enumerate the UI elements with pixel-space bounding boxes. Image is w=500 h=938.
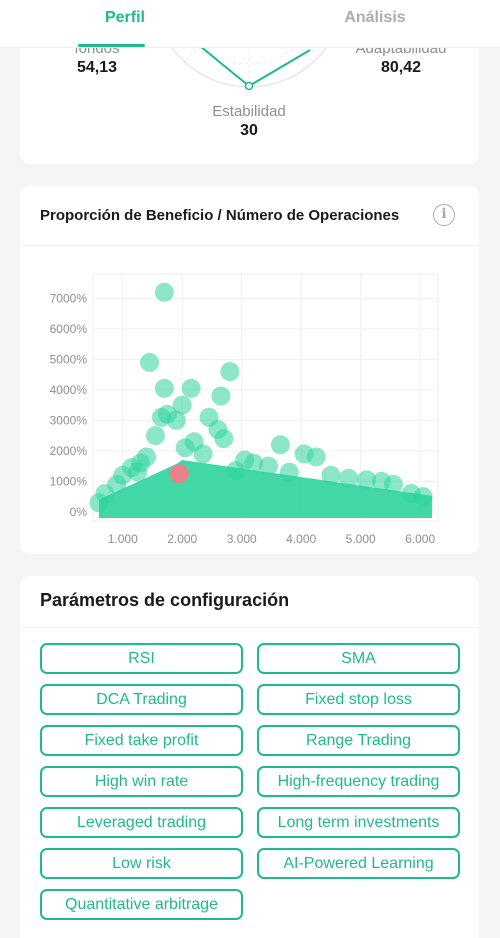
x-tick-label: 2.000 [167,532,197,546]
tag-dca-trading[interactable]: DCA Trading [40,684,243,715]
scatter-point [140,352,160,372]
scatter-point [166,410,186,430]
tag-range-trading[interactable]: Range Trading [257,725,460,756]
tag-leveraged-trading[interactable]: Leveraged trading [40,807,243,838]
scatter-point [413,487,433,507]
scatter-point [172,395,192,415]
x-tick-label: 3.000 [227,532,257,546]
tag-high-frequency-trading[interactable]: High-frequency trading [257,766,460,797]
config-header: Parámetros de configuración [20,576,479,628]
radar-left-value: 54,13 [76,59,118,76]
x-tick-label: 6.000 [405,532,435,546]
tag-fixed-take-profit[interactable]: Fixed take profit [40,725,243,756]
info-icon[interactable]: i [433,204,455,226]
scatter-point [154,282,174,302]
y-tick-label: 7000% [50,291,88,305]
scatter-point [89,493,109,513]
profit-chart-card: Proporción de Beneficio / Número de Oper… [20,186,479,554]
scatter-point [383,474,403,494]
x-tick-label: 4.000 [286,532,316,546]
y-tick-label: 6000% [50,322,88,336]
scatter-point [145,426,165,446]
tag-low-risk[interactable]: Low risk [40,848,243,879]
scatter-point [175,438,195,458]
radar-label-bottom: Estabilidad 30 [199,103,299,140]
y-tick-label: 2000% [50,444,88,458]
tag-long-term-investments[interactable]: Long term investments [257,807,460,838]
tag-fixed-stop-loss[interactable]: Fixed stop loss [257,684,460,715]
scatter-point [193,444,213,464]
x-tick-label: 1.000 [108,532,138,546]
scatter-point [220,362,240,382]
scatter-point [154,378,174,398]
config-card: Parámetros de configuración RSI SMA DCA … [20,576,479,938]
scatter-point [357,470,377,490]
scatter-point [279,462,299,482]
config-title: Parámetros de configuración [40,590,290,610]
y-tick-label: 1000% [50,474,88,488]
radar-right-value: 80,42 [380,59,422,76]
tab-bar: Perfil Análisis [0,0,500,47]
tag-sma[interactable]: SMA [257,643,460,674]
highlight-point [169,464,189,484]
chart-header: Proporción de Beneficio / Número de Oper… [20,186,479,246]
radar-chart [158,22,340,91]
tag-quantitative-arbitrage[interactable]: Quantitative arbitrage [40,889,243,920]
radar-bottom-value: 30 [240,122,258,139]
scatter-point [258,456,278,476]
radar-bottom-name: Estabilidad [212,103,286,120]
y-tick-label: 5000% [50,352,88,366]
y-tick-label: 3000% [50,413,88,427]
tab-analisis[interactable]: Análisis [344,9,406,26]
y-tick-label: 4000% [50,383,88,397]
scatter-point [128,462,148,482]
tag-ai-powered-learning[interactable]: AI-Powered Learning [257,848,460,879]
y-tick-label: 0% [70,505,88,519]
scatter-chart: 0% 1000% 2000% 3000% 4000% 5000% 6000% 7000% 1.0… [50,273,439,546]
scatter-point [214,429,234,449]
tab-perfil[interactable]: Perfil [0,0,250,47]
scatter-point [321,465,341,485]
config-tags: RSI SMA DCA Trading Fixed stop loss Fixe… [40,643,460,920]
tag-high-win-rate[interactable]: High win rate [40,766,243,797]
scatter-point [211,386,231,406]
scatter-point [270,435,290,455]
scatter-point [113,465,133,485]
scatter-point [181,378,201,398]
scatter-point [339,468,359,488]
x-tick-label: 5.000 [346,532,376,546]
chart-title: Proporción de Beneficio / Número de Oper… [40,207,400,224]
scatter-point [235,450,255,470]
scatter-point [151,407,171,427]
tag-rsi[interactable]: RSI [40,643,243,674]
scatter-point [306,447,326,467]
plot-frame [92,273,439,522]
